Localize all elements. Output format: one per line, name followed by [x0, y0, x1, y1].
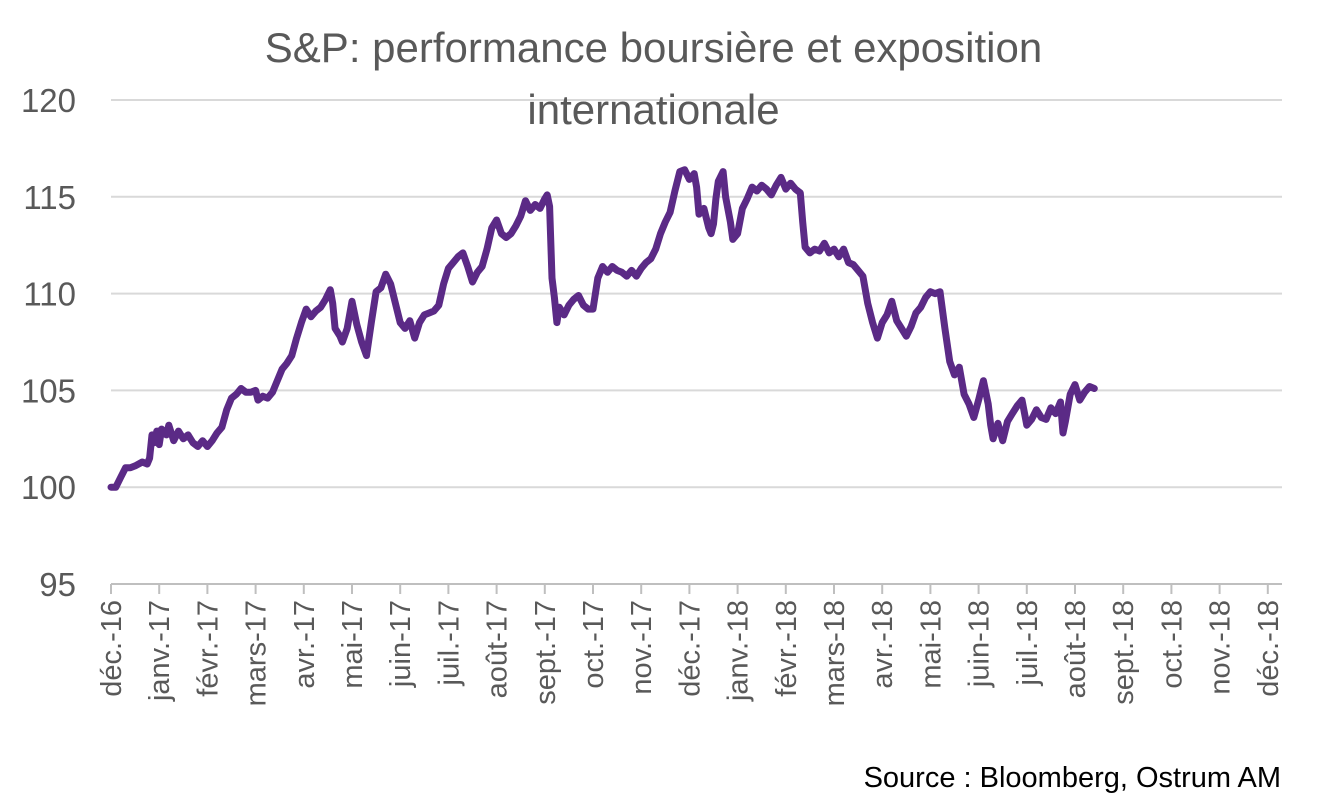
x-tick-label: déc.-17: [674, 600, 706, 697]
y-tick-label: 105: [21, 372, 76, 409]
x-tick-label: juil.-18: [1012, 600, 1044, 686]
y-tick-label: 95: [39, 566, 76, 603]
x-tick-label: sept.-18: [1108, 600, 1140, 705]
y-tick-label: 115: [23, 179, 76, 216]
chart-title-line-2: internationale: [527, 86, 780, 133]
x-tick-label: nov.-18: [1205, 600, 1237, 695]
x-tick-label: févr.-17: [192, 600, 224, 697]
x-tick-label: oct.-17: [578, 600, 610, 689]
x-tick-label: mars-17: [241, 600, 273, 706]
series-line: [107, 166, 1098, 491]
x-tick-label: avr.-18: [867, 600, 899, 689]
x-tick-label: mai-17: [337, 600, 369, 689]
chart-title-line-1: S&P: performance boursière et exposition: [264, 24, 1043, 71]
series-lines: [107, 166, 1098, 491]
x-tick-label: sept.-17: [530, 600, 562, 705]
y-tick-label: 120: [21, 82, 76, 119]
x-tick-label: juil.-17: [433, 600, 465, 686]
x-tick-label: déc.-16: [96, 600, 128, 697]
x-tick-label: nov.-17: [626, 600, 658, 695]
x-tick-label: mai-18: [915, 600, 947, 689]
y-tick-label: 110: [23, 276, 76, 313]
x-tick-label: juin-17: [385, 600, 417, 688]
y-tick-label: 100: [21, 469, 76, 506]
x-tick-label: avr.-17: [289, 600, 321, 689]
source-note: Source : Bloomberg, Ostrum AM: [863, 762, 1281, 794]
x-tick-label: août-18: [1060, 600, 1092, 698]
x-axis: [110, 583, 1282, 594]
x-tick-label: oct.-18: [1156, 600, 1188, 689]
x-tick-label: juin-18: [964, 600, 996, 688]
x-tick-label: févr.-18: [771, 600, 803, 697]
x-tick-label: janv.-17: [144, 600, 176, 702]
gridlines: [111, 99, 1282, 489]
x-tick-label: déc.-18: [1253, 600, 1285, 697]
x-axis-tick-labels: déc.-16 janv.-17 févr.-17 mars-17 avr.-17 mai…: [96, 600, 1285, 706]
x-tick-label: janv.-18: [723, 600, 755, 702]
x-tick-label: août-17: [482, 600, 514, 698]
x-tick-label: mars-18: [819, 600, 851, 706]
y-axis-tick-labels: 95 100 105 110 115 120: [21, 82, 76, 603]
